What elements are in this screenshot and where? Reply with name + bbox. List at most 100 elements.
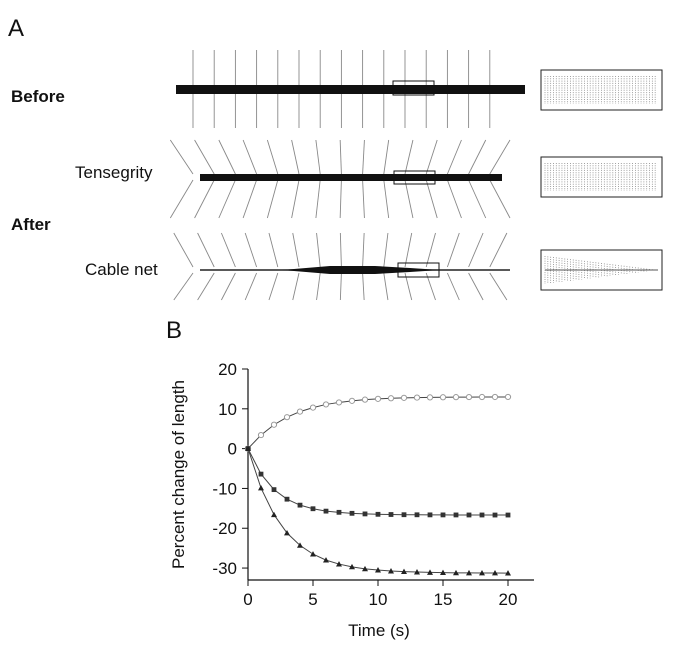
series-1-point: [374, 395, 382, 402]
tensegrity-cable-bottom: [404, 179, 414, 219]
panel-b-label: B: [166, 317, 182, 344]
series-3-point: [466, 569, 472, 576]
cable-net-cable-top: [268, 232, 279, 268]
before-inset-filaments: [544, 76, 656, 104]
tensegrity-cable-bottom: [242, 179, 258, 219]
cable-net-inset-filaments: [544, 256, 658, 284]
series-3-point: [336, 561, 342, 567]
series-3-point: [258, 485, 264, 491]
series-3-point: [427, 569, 433, 575]
series-1-point: [387, 395, 395, 402]
tensegrity-cable-bottom: [291, 179, 300, 219]
series-2-point: [349, 510, 355, 516]
cable-net-cable-top: [468, 232, 484, 268]
series-3-point: [323, 557, 329, 563]
cable-net-cable-bottom: [383, 272, 389, 301]
y-tick-label: -30: [212, 559, 237, 578]
tensegrity-cable-top: [169, 139, 194, 175]
series-3-point: [414, 569, 420, 575]
tensegrity-zoom-box: [393, 170, 436, 185]
series-3-point: [401, 568, 407, 575]
series-3-point: [245, 445, 251, 452]
tensegrity-label: Tensegrity: [75, 163, 153, 182]
series-3-point: [310, 551, 316, 557]
tensegrity-cable-top: [315, 139, 321, 175]
series-1-point: [335, 399, 343, 406]
cable-net-cable-top: [383, 232, 389, 268]
series-2-point: [427, 512, 433, 518]
cable-net-cable-top: [292, 232, 300, 268]
series-1-point: [257, 431, 265, 439]
tensegrity-cable-bottom: [266, 179, 279, 219]
series-1-point: [426, 394, 434, 401]
series-1-point: [283, 414, 291, 421]
after-label: After: [11, 215, 51, 234]
series-1-point: [296, 408, 304, 415]
tensegrity-cable-bottom: [468, 179, 487, 219]
cable-net-label: Cable net: [85, 260, 158, 279]
series-2-point: [414, 512, 420, 518]
cable-net-cable-top: [173, 232, 194, 268]
x-tick-label: 15: [434, 590, 453, 609]
tensegrity-inset-filaments: [544, 163, 656, 191]
x-axis-title: Time (s): [348, 621, 410, 640]
series-3-line: [247, 448, 509, 574]
tensegrity-cable-top: [266, 139, 279, 175]
series-1-point: [413, 394, 421, 401]
cable-net-cable-top: [425, 232, 436, 268]
before-cable-network: [192, 50, 491, 128]
tensegrity-cable-bottom: [425, 179, 438, 219]
y-tick-label: -20: [212, 519, 237, 538]
series-3-point: [440, 569, 446, 576]
series-2-point: [401, 512, 407, 518]
tensegrity-cable-top: [218, 139, 236, 175]
tensegrity-cable-top: [291, 139, 300, 175]
tensegrity-cable-top: [404, 139, 414, 175]
series-1-point: [361, 396, 369, 403]
series-2-point: [492, 512, 498, 518]
series-2-point: [336, 509, 342, 515]
tensegrity-cable-top: [383, 139, 390, 175]
y-tick-label: 20: [218, 360, 237, 379]
series-1-point: [400, 394, 408, 401]
cable-net-cable-top: [339, 232, 342, 268]
cable-net-cable-bottom: [339, 272, 342, 301]
series-3-point: [284, 530, 290, 536]
x-tick-label: 10: [369, 590, 388, 609]
panel-a-label: A: [8, 15, 24, 42]
tensegrity-cable-top: [489, 139, 511, 175]
series-3-point: [479, 569, 485, 576]
cable-net-cable-top: [197, 232, 215, 268]
before-label: Before: [11, 87, 65, 106]
tensegrity-cable-bottom: [339, 179, 342, 219]
cable-net-cable-top: [404, 232, 413, 268]
series-2-point: [258, 471, 264, 477]
series-1-point: [309, 404, 317, 411]
x-tick-label: 20: [499, 590, 518, 609]
series-1-point: [491, 393, 499, 401]
series-2-point: [375, 511, 381, 517]
tensegrity-cable-bottom: [446, 179, 462, 219]
series-2-point: [323, 508, 329, 514]
y-axis-title: Percent change of length: [169, 380, 188, 569]
series-3-point: [388, 568, 394, 574]
series-2-point: [362, 511, 368, 517]
cable-net-actin-bundle: [282, 266, 440, 274]
series-2-point: [440, 512, 446, 518]
cable-net-cable-bottom: [316, 272, 321, 301]
x-axis-ticks: 0 5 10 15 20: [243, 580, 517, 609]
series-3-point: [271, 511, 277, 518]
cable-net-cable-bottom: [468, 272, 484, 301]
cable-net-cable-bottom: [197, 272, 215, 301]
cable-net-zoom-box: [397, 262, 440, 278]
series-1-point: [478, 393, 486, 401]
series-2-point: [284, 496, 290, 502]
tensegrity-cable-bottom: [194, 179, 215, 219]
y-tick-label: -10: [212, 479, 237, 498]
series-2-point: [388, 512, 394, 517]
series-1-point: [270, 421, 278, 428]
tensegrity-cable-bottom: [169, 179, 194, 219]
tensegrity-cable-bottom: [362, 179, 365, 219]
tensegrity-cable-bottom: [489, 179, 511, 219]
